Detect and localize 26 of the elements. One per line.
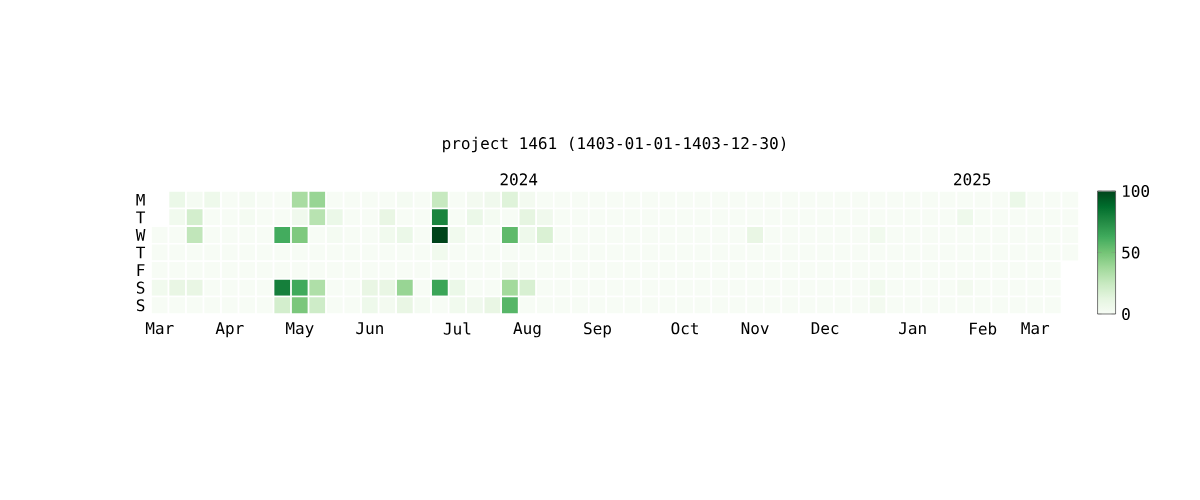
x-tick-label: Nov <box>741 322 769 335</box>
y-tick-label: F <box>137 264 145 276</box>
x-tick-label: Jul <box>443 322 471 335</box>
y-tick-label: S <box>136 299 145 312</box>
color-bar-label: 0 <box>1122 307 1130 321</box>
text: 2025 <box>954 173 991 186</box>
x-tick-label: Sep <box>584 322 611 338</box>
y-tick-label: S <box>136 281 145 294</box>
x-tick-label: May <box>286 322 314 338</box>
chart-title: project 1461 (1403-01-01-1403-12-30) <box>443 136 786 153</box>
x-tick-label: Aug <box>513 322 541 338</box>
text: 2024 <box>500 173 538 186</box>
x-tick-label: Dec <box>811 322 839 335</box>
x-tick-label: Jun <box>356 322 383 335</box>
color-bar-label: 50 <box>1122 246 1140 259</box>
x-tick-label: Mar <box>145 322 174 335</box>
x-tick-label: Feb <box>970 322 997 335</box>
y-tick-label: T <box>136 246 146 259</box>
color-bar-label: 100 <box>1123 184 1150 198</box>
y-tick-label: T <box>136 211 146 224</box>
x-tick-label: Oct <box>671 322 698 335</box>
y-tick-label: M <box>136 193 145 206</box>
y-tick-label: W <box>135 229 146 241</box>
x-tick-label: Mar <box>1021 322 1050 335</box>
x-tick-label: Jan <box>899 322 926 335</box>
x-tick-label: Apr <box>215 322 244 338</box>
